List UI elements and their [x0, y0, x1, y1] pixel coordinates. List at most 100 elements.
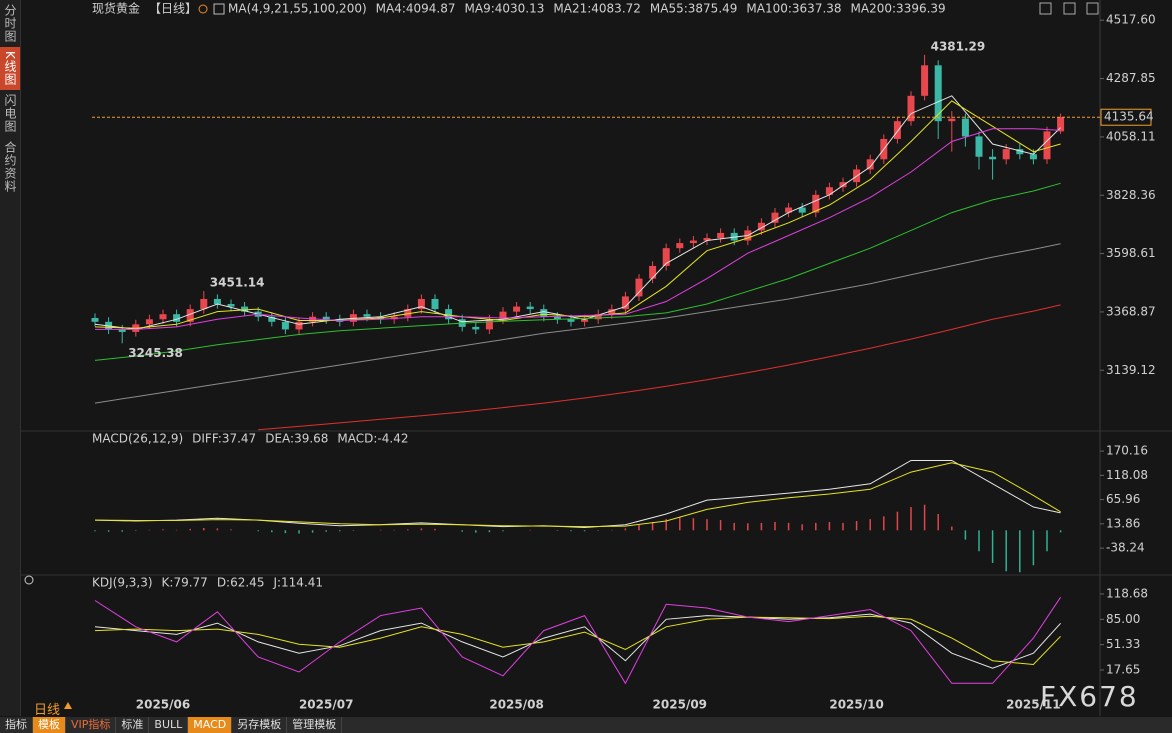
add-icon: [198, 4, 208, 14]
annotation: 4381.29: [931, 39, 986, 53]
period-label: 日线: [34, 703, 61, 718]
candle-body: [1043, 131, 1051, 160]
candle-body: [581, 319, 589, 322]
candle-body: [186, 309, 194, 322]
candle-body: [281, 321, 289, 330]
candle-body: [934, 65, 942, 122]
legend-entry: MA100:3637.38: [746, 2, 841, 16]
toolbar-tab[interactable]: 指标: [0, 717, 33, 733]
x-tick-label: 2025/11: [1006, 698, 1060, 712]
indicator-line: [94, 182, 1061, 361]
toolbar: 指标 模板 VIP指标 标准 BULL MACD 另存模板 管理模板: [0, 717, 1172, 733]
candle-body: [472, 326, 480, 330]
toolbar-tab[interactable]: BULL: [149, 717, 189, 733]
y-tick-label: 4517.60: [1106, 13, 1156, 27]
toolbar-tab[interactable]: 模板: [33, 717, 66, 733]
candle-body: [948, 118, 956, 122]
settings-icon[interactable]: [24, 575, 34, 585]
candle-body: [649, 265, 657, 279]
toolbar-tab[interactable]: 标准: [116, 717, 150, 733]
y-tick-label: -38.24: [1106, 541, 1145, 555]
last-price-label: 4135.64: [1104, 110, 1154, 124]
side-tab[interactable]: K线图: [0, 47, 20, 90]
y-tick-label: 65.96: [1106, 492, 1140, 506]
expand-arrow[interactable]: [64, 702, 72, 709]
candle-body: [499, 311, 507, 320]
candle-body: [200, 298, 208, 310]
window-icons[interactable]: [1039, 2, 1099, 15]
legend-entry: MA55:3875.49: [650, 2, 738, 16]
indicator-line: [94, 615, 1061, 666]
chart-title: KDJ(9,3,3): [92, 576, 153, 590]
x-tick-label: 2025/07: [299, 698, 353, 712]
candle-body: [1029, 154, 1037, 160]
y-tick-label: 3598.61: [1106, 246, 1156, 260]
y-tick-label: 3139.12: [1106, 363, 1156, 377]
y-tick-label: 3828.36: [1106, 188, 1156, 202]
candle-body: [526, 306, 534, 310]
candle-body: [907, 95, 915, 122]
chart-subtitle: 【日线】: [149, 2, 197, 16]
candle-body: [621, 296, 629, 310]
candle-body: [485, 319, 493, 330]
indicator-line: [94, 613, 1061, 669]
indicator-line: [94, 100, 1061, 329]
y-tick-label: 85.00: [1106, 612, 1140, 626]
side-tab[interactable]: 分时图: [3, 4, 17, 43]
candle-body: [866, 159, 874, 170]
y-tick-label: 4287.85: [1106, 71, 1156, 85]
candle-body: [812, 194, 820, 213]
icon[interactable]: [1063, 2, 1076, 15]
legend-entry: MACD:-4.42: [337, 432, 408, 446]
candle-body: [785, 207, 793, 213]
candle-body: [268, 316, 276, 322]
candle-body: [513, 306, 521, 312]
icon[interactable]: [1086, 2, 1099, 15]
toolbar-tab[interactable]: 管理模板: [287, 717, 343, 733]
candle-body: [608, 309, 616, 315]
x-tick-label: 2025/06: [136, 698, 190, 712]
candle-body: [431, 298, 439, 310]
y-tick-label: 51.33: [1106, 637, 1140, 651]
toolbar-tab[interactable]: 另存模板: [232, 717, 288, 733]
candle-body: [213, 298, 221, 305]
legend-entry: J:114.41: [272, 576, 323, 590]
candle-body: [295, 321, 303, 330]
legend-entry: MA9:4030.13: [465, 2, 545, 16]
candle-body: [445, 309, 453, 320]
indicator-line: [94, 462, 1061, 528]
icon[interactable]: [1039, 2, 1052, 15]
x-tick-label: 2025/10: [829, 698, 883, 712]
candle-body: [921, 65, 929, 96]
candle-body: [635, 278, 643, 297]
y-tick-label: 118.68: [1106, 586, 1148, 600]
candle-body: [676, 243, 684, 249]
legend-entry: K:79.77: [162, 576, 208, 590]
candle-body: [771, 212, 779, 223]
side-tab[interactable]: 闪电图: [3, 93, 17, 133]
candle-body: [757, 222, 765, 231]
indicator-line: [95, 128, 1061, 330]
candle-body: [1016, 149, 1024, 155]
y-tick-label: 17.65: [1106, 663, 1140, 677]
candle-body: [227, 304, 235, 307]
legend-entry: MA21:4083.72: [553, 2, 641, 16]
candle-body: [404, 309, 412, 317]
candle-body: [540, 309, 548, 317]
candle-body: [989, 156, 997, 160]
chart-title: MACD(26,12,9): [92, 432, 183, 446]
candle-body: [363, 314, 371, 317]
toolbar-tab[interactable]: MACD: [188, 717, 233, 733]
candle-body: [417, 298, 425, 310]
candle-body: [145, 319, 153, 325]
candle-body: [118, 329, 126, 332]
candle-body: [893, 121, 901, 139]
indicator-line: [94, 596, 1062, 685]
y-tick-label: 13.86: [1106, 516, 1140, 530]
side-tab[interactable]: 合约资料: [3, 140, 17, 193]
annotation: 3451.14: [210, 276, 265, 290]
x-tick-label: 2025/09: [653, 698, 707, 712]
toolbar-tab[interactable]: VIP指标: [66, 717, 117, 733]
